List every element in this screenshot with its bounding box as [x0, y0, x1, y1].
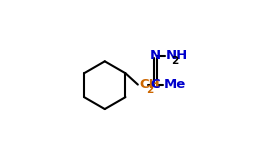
Text: 2: 2: [146, 85, 153, 95]
Text: Me: Me: [163, 78, 186, 91]
Text: 2: 2: [171, 56, 179, 66]
Text: C: C: [151, 78, 160, 91]
Text: NH: NH: [166, 49, 188, 62]
Text: N: N: [150, 49, 161, 62]
Text: CH: CH: [140, 78, 160, 91]
